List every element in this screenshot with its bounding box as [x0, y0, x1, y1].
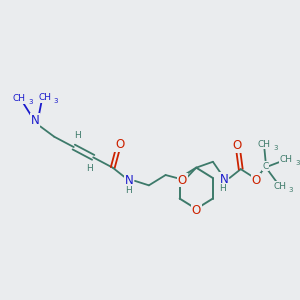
Text: H: H: [219, 184, 226, 194]
Text: N: N: [125, 174, 134, 188]
Text: O: O: [192, 204, 201, 217]
Text: CH: CH: [38, 93, 51, 102]
Text: CH: CH: [280, 155, 292, 164]
Text: 3: 3: [53, 98, 58, 104]
Text: 3: 3: [289, 187, 293, 193]
Text: O: O: [232, 139, 241, 152]
Text: H: H: [86, 164, 92, 173]
Text: CH: CH: [13, 94, 26, 103]
Text: CH: CH: [258, 140, 271, 148]
Text: O: O: [115, 138, 124, 151]
Text: 3: 3: [28, 99, 33, 105]
Text: N: N: [220, 173, 228, 186]
Text: O: O: [251, 174, 261, 187]
Text: H: H: [124, 186, 131, 195]
Text: H: H: [74, 131, 81, 140]
Text: N: N: [30, 114, 39, 127]
Text: 3: 3: [273, 145, 278, 151]
Text: 3: 3: [295, 160, 299, 166]
Text: O: O: [178, 173, 187, 187]
Text: C: C: [263, 162, 269, 171]
Text: CH: CH: [273, 182, 286, 191]
